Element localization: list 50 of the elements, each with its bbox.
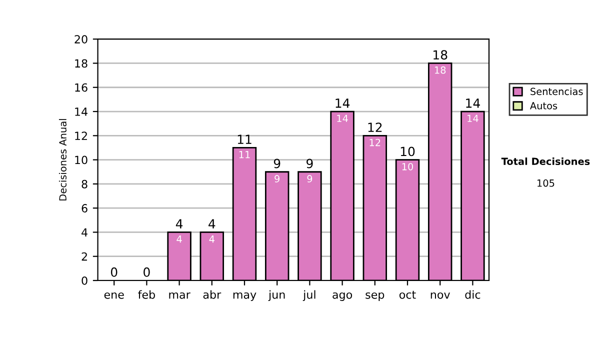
x-tick-label: jul [302, 290, 316, 301]
data-label: 4 [176, 236, 182, 243]
y-tick-label: 14 [75, 108, 88, 116]
data-label: 9 [307, 175, 312, 182]
total-label: 10 [400, 146, 415, 156]
y-tick-label: 6 [82, 204, 88, 212]
total-label: 14 [336, 98, 350, 108]
data-label: 9 [274, 175, 280, 182]
x-tick-label: abr [203, 290, 222, 299]
total-label: 11 [238, 134, 252, 144]
data-label: 4 [209, 236, 214, 243]
y-tick-label: 18 [75, 59, 88, 68]
y-tick-label: 16 [75, 83, 88, 92]
total-label: 14 [466, 98, 480, 108]
x-tick-label: oct [399, 290, 416, 299]
x-tick-label: feb [138, 290, 155, 299]
x-tick-label: may [233, 292, 256, 301]
x-tick-label: dic [465, 290, 480, 299]
total-label: 0 [144, 267, 150, 277]
text: Total Decisiones [501, 158, 590, 166]
data-label: 12 [370, 138, 380, 146]
data-label: 18 [434, 66, 446, 74]
y-tick-label: 4 [82, 228, 88, 236]
y-tick-label: 20 [74, 35, 88, 44]
y-tick-label: 2 [82, 252, 87, 261]
data-label: 14 [468, 114, 478, 122]
text: 105 [538, 179, 554, 187]
data-label: 11 [239, 151, 250, 158]
x-tick-label: ago [332, 292, 352, 301]
x-tick-label: ene [104, 292, 124, 299]
y-tick-label: 12 [75, 132, 87, 140]
total-label: 9 [306, 158, 313, 168]
y-tick-label: 10 [75, 156, 88, 164]
x-tick-label: sep [366, 292, 384, 301]
data-label: 10 [402, 162, 414, 170]
x-tick-label: jun [268, 290, 285, 301]
total-label: 0 [110, 267, 118, 277]
x-tick-label: mar [169, 292, 190, 299]
x-tick-label: nov [430, 292, 450, 299]
data-label: 14 [337, 114, 348, 122]
total-label: 12 [368, 122, 382, 132]
y-tick-label: 0 [82, 276, 88, 285]
total-label: 9 [274, 158, 280, 168]
total-label: 18 [434, 50, 448, 60]
legend-label: Autos [530, 102, 558, 110]
total-label: 4 [208, 219, 216, 228]
y-axis-title: Decisiones Anual [58, 119, 66, 200]
y-tick-label: 8 [82, 180, 88, 188]
total-label: 4 [176, 219, 183, 228]
legend-label: Sentencias [530, 88, 583, 96]
